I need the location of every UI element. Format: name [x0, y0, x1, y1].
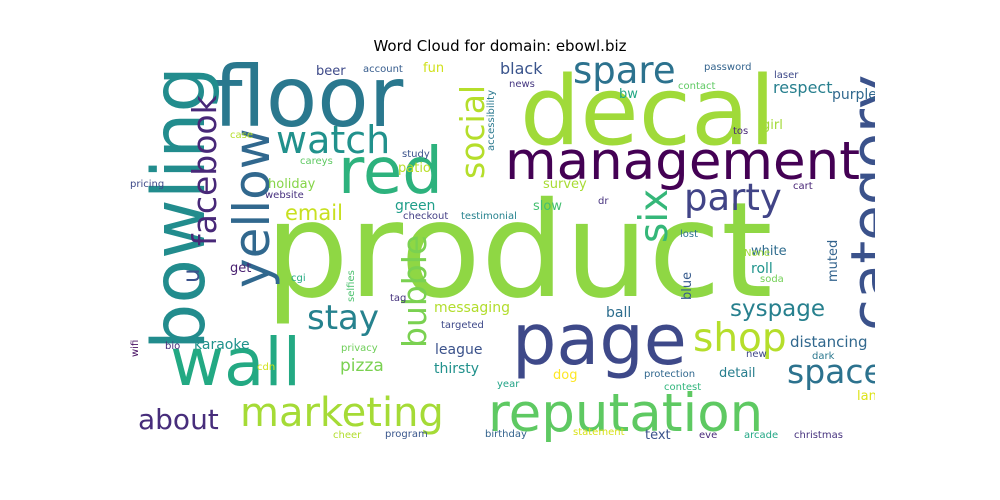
word-detail: detail — [719, 366, 756, 381]
word-tos: tos — [733, 126, 749, 137]
word-beer: beer — [316, 64, 346, 79]
word-facebook: facebook — [185, 95, 224, 246]
word-slow: slow — [533, 199, 562, 214]
word-case: case — [230, 130, 253, 141]
word-tag: tag — [390, 293, 407, 304]
word-survey: survey — [543, 177, 587, 192]
word-wall: wall — [170, 324, 302, 401]
word-space: space — [787, 352, 875, 391]
word-new: new — [746, 349, 767, 360]
word-bubble: bubble — [395, 234, 434, 348]
word-study: study — [402, 149, 430, 160]
word-party: party — [684, 176, 782, 219]
word-cloud: product floor decal bowling page reputation ma… — [125, 59, 875, 450]
word-cheer: cheer — [333, 430, 362, 441]
word-lost: lost — [680, 229, 699, 240]
word-text: text — [645, 428, 671, 443]
word-messaging: messaging — [434, 300, 510, 316]
word-white: white — [751, 244, 787, 259]
word-testimonial: testimonial — [461, 211, 517, 222]
word-girl: girl — [762, 118, 783, 133]
word-contact: contact — [678, 81, 716, 92]
word-social: social — [453, 84, 492, 179]
word-statement: statement — [573, 427, 625, 438]
word-spare: spare — [573, 59, 676, 92]
word-bio: bio — [165, 341, 181, 352]
word-u: u — [179, 268, 205, 283]
word-checkout: checkout — [403, 211, 449, 222]
word-karaoke: karaoke — [194, 337, 250, 353]
word-none: None — [744, 248, 771, 259]
word-category: category — [838, 74, 875, 331]
word-stay: stay — [307, 298, 380, 338]
word-privacy: privacy — [341, 343, 378, 354]
word-respect: respect — [773, 78, 833, 97]
word-marketing: marketing — [240, 390, 444, 436]
word-christmas: christmas — [794, 430, 843, 441]
word-pricing: pricing — [130, 179, 165, 190]
word-dog: dog — [553, 368, 578, 383]
word-blue: blue — [680, 271, 695, 300]
word-pizza: pizza — [340, 356, 384, 376]
word-targeted: targeted — [441, 320, 484, 331]
word-careys: careys — [300, 156, 333, 167]
word-product: product — [265, 174, 773, 328]
word-eve: eve — [699, 430, 718, 441]
word-about: about — [138, 403, 219, 436]
word-website: website — [265, 190, 304, 201]
word-cdn: cdn — [257, 362, 276, 373]
word-syspage: syspage — [730, 296, 826, 322]
word-red: red — [338, 135, 443, 209]
word-league: league — [435, 342, 483, 358]
word-lane: lane — [857, 389, 875, 404]
word-muted: muted — [826, 239, 841, 282]
word-get: get — [230, 261, 252, 276]
word-year: year — [497, 379, 520, 390]
word-holiday: holiday — [268, 177, 316, 192]
word-six: six — [632, 188, 677, 243]
word-management: management — [505, 131, 861, 192]
word-laser: laser — [774, 70, 799, 81]
word-cart: cart — [793, 181, 813, 192]
word-purple: purple — [832, 87, 875, 103]
word-email: email — [285, 201, 343, 225]
word-accessibility: accessibility — [486, 90, 497, 151]
word-news: news — [509, 79, 535, 90]
word-password: password — [704, 62, 752, 73]
word-soda: soda — [760, 274, 784, 285]
word-roll: roll — [751, 261, 773, 277]
word-ball: ball — [606, 305, 632, 321]
word-thirsty: thirsty — [434, 361, 480, 377]
word-decal: decal — [520, 59, 776, 167]
word-contest: contest — [664, 382, 702, 393]
word-bw: bw — [619, 87, 638, 102]
word-arcade: arcade — [744, 430, 779, 441]
word-distancing: distancing — [790, 333, 868, 351]
word-wifi: wifi — [130, 339, 141, 357]
word-reputation: reputation — [488, 383, 764, 444]
word-dark: dark — [812, 351, 835, 362]
word-green: green — [395, 198, 436, 214]
word-patio: patio — [398, 161, 431, 176]
word-program: program — [385, 429, 428, 440]
word-fun: fun — [423, 61, 445, 76]
word-cgi: cgi — [291, 273, 306, 284]
word-account: account — [363, 64, 403, 75]
word-page: page — [512, 299, 687, 381]
word-watch: watch — [276, 118, 391, 162]
word-shop: shop — [693, 316, 787, 361]
word-dr: dr — [598, 196, 609, 207]
chart-title: Word Cloud for domain: ebowl.biz — [373, 37, 627, 55]
word-selfies: selfies — [346, 270, 357, 302]
word-floor: floor — [213, 59, 404, 146]
word-birthday: birthday — [485, 429, 527, 440]
word-protection: protection — [644, 369, 696, 380]
word-black: black — [500, 59, 543, 78]
